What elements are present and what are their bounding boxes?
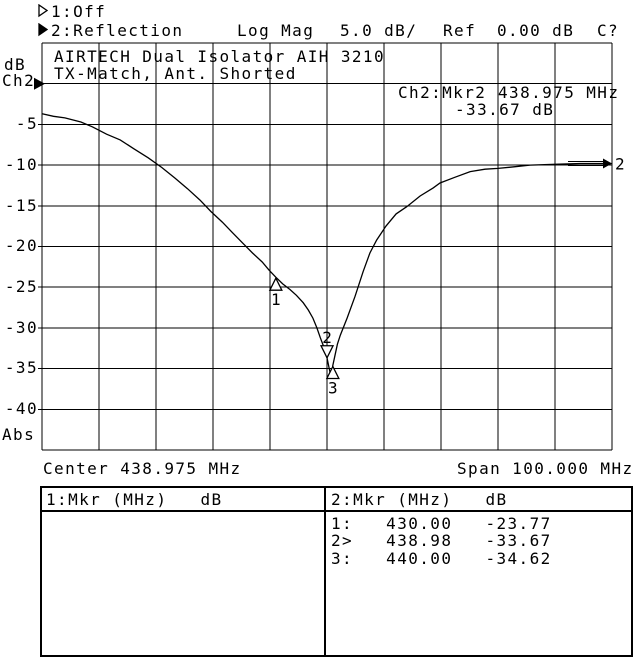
plot-title-line2: TX-Match, Ant. Shorted	[54, 64, 297, 83]
marker-2-label: 2	[322, 328, 332, 347]
marker-1-icon	[268, 276, 283, 291]
marker-table-left-header: 1:Mkr (MHz) dB	[46, 490, 223, 509]
y-tick-label: -30	[4, 318, 38, 337]
marker-table-row: 1: 430.00 -23.77	[331, 514, 552, 533]
channel-2-status: 2:Reflection	[51, 21, 184, 40]
span-label: Span 100.000 MHz	[457, 459, 634, 478]
marker-1-label: 1	[271, 290, 281, 309]
scale-per-div-readout: 5.0 dB/	[340, 21, 418, 40]
y-tick-label: -25	[4, 277, 38, 296]
active-marker-level-readout: -33.67 dB	[455, 100, 555, 119]
y-axis-unit-label: dB	[4, 55, 27, 74]
y-axis-mode-label: Abs	[2, 425, 36, 444]
channel-2-select-icon	[38, 22, 49, 40]
marker-3-icon	[325, 365, 340, 380]
marker-table-header-rule	[40, 510, 633, 512]
trace-ch2-reflection	[41, 113, 612, 377]
trace-end-arrow-icon	[603, 158, 612, 169]
y-tick-label: -15	[4, 196, 38, 215]
channel-1-status: 1:Off	[51, 2, 107, 21]
ref-value-readout: 0.00 dB	[497, 21, 575, 40]
plot-area: 1 2 3 2	[34, 42, 625, 451]
marker-table-row: 3: 440.00 -34.62	[331, 549, 552, 568]
format-readout: Log Mag	[237, 21, 315, 40]
y-tick-label: -10	[4, 155, 38, 174]
marker-table-right-header: 2:Mkr (MHz) dB	[331, 490, 508, 509]
y-tick-label: -35	[4, 358, 38, 377]
plot-title-line1: AIRTECH Dual Isolator AIH 3210	[54, 47, 385, 66]
marker-table-divider	[324, 486, 326, 657]
center-frequency-label: Center 438.975 MHz	[43, 459, 242, 478]
marker-table-border	[40, 486, 633, 657]
marker-table-row: 2> 438.98 -33.67	[331, 531, 552, 550]
y-tick-label: -5	[15, 114, 38, 133]
marker-2-icon	[319, 345, 335, 360]
cal-status-indicator: C?	[597, 21, 620, 40]
y-tick-label: -20	[4, 236, 38, 255]
y-tick-label: -40	[4, 399, 38, 418]
active-marker-channel-readout: Ch2:Mkr2	[398, 83, 487, 102]
channel-1-select-icon	[38, 3, 49, 21]
active-marker-freq-readout: 438.975 MHz	[498, 83, 620, 102]
marker-3-label: 3	[328, 379, 338, 398]
trace-end-channel-label: 2	[615, 154, 625, 173]
ch2-ref-level-arrow-icon	[34, 77, 45, 90]
ref-label: Ref	[443, 21, 477, 40]
y-axis-channel-label: Ch2	[2, 71, 36, 90]
